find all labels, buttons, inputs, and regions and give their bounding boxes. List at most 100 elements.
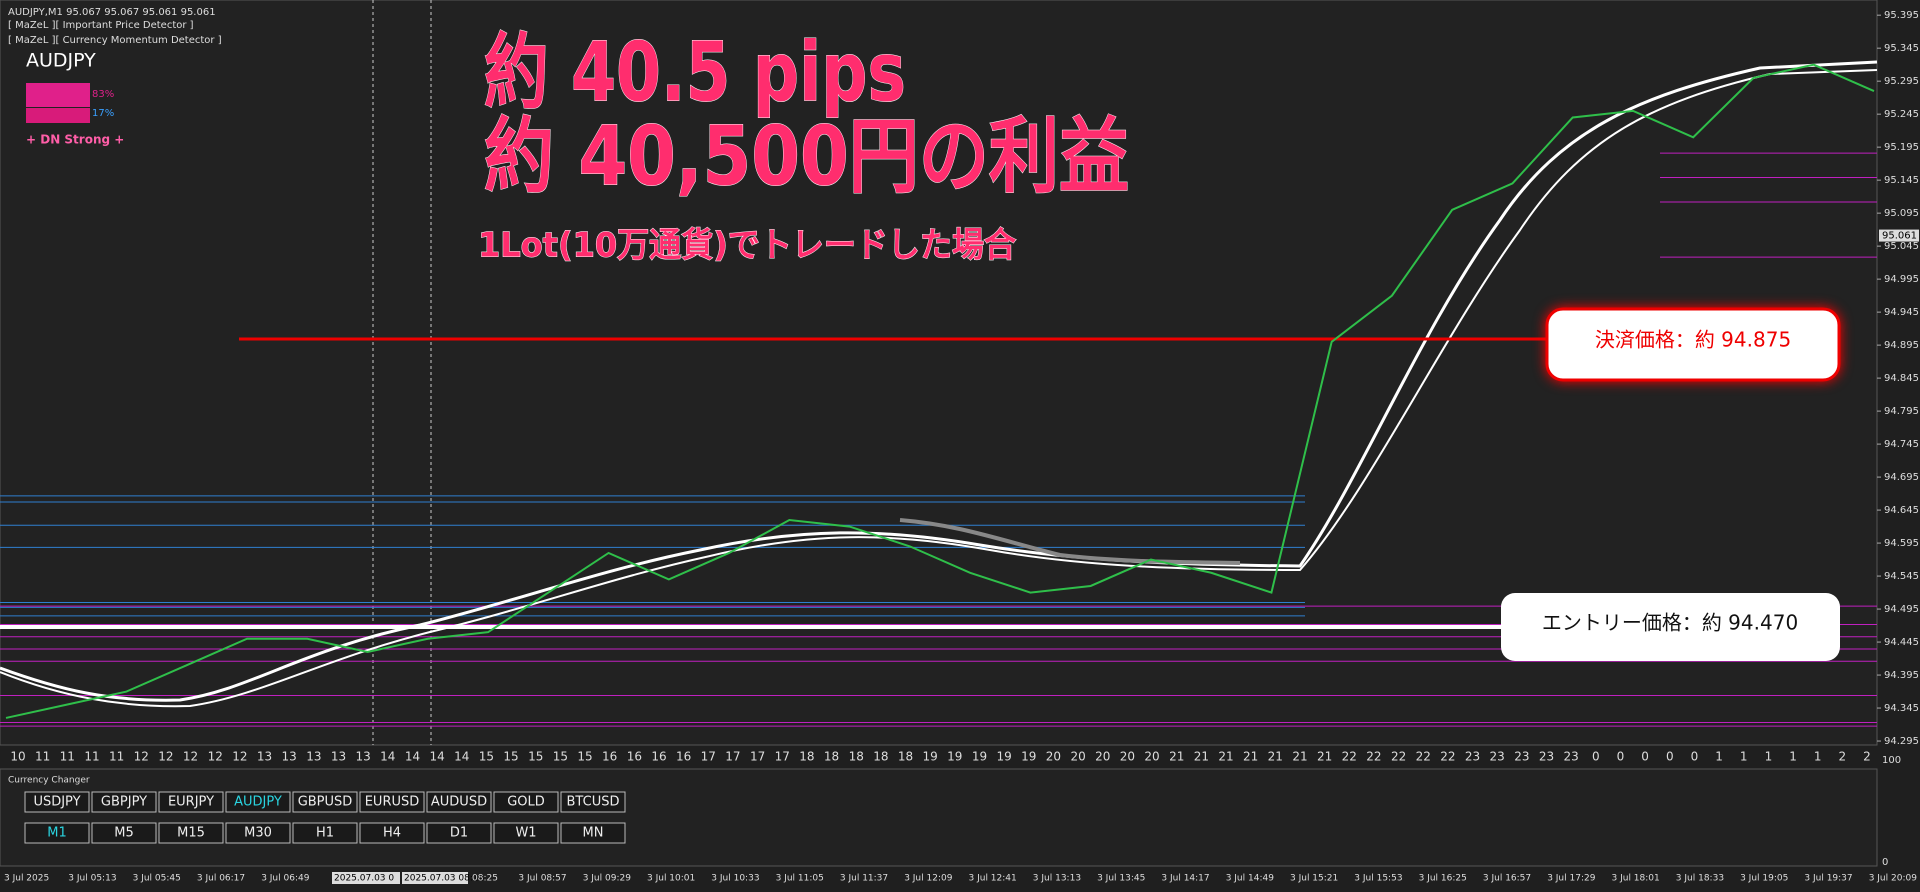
y-tick-label: 94.745: [1884, 439, 1919, 450]
button-label[interactable]: AUDUSD: [431, 795, 487, 810]
x-tick-label: 14: [405, 750, 420, 764]
x-tick-label: 20: [1095, 750, 1110, 764]
date-label: 3 Jul 16:25: [1419, 874, 1467, 884]
x-tick-label: 22: [1391, 750, 1406, 764]
x-tick-label: 11: [84, 750, 99, 764]
x-tick-label: 18: [799, 750, 814, 764]
x-tick-label: 16: [627, 750, 642, 764]
date-label: 2025.07.03 0: [334, 874, 394, 884]
button[interactable]: [493, 791, 559, 813]
button[interactable]: [359, 791, 425, 813]
x-tick-label: 20: [1120, 750, 1135, 764]
headline-note: 1Lot(10万通貨)でトレードした場合: [478, 226, 1016, 266]
x-tick-label: 12: [183, 750, 198, 764]
button-label[interactable]: W1: [515, 826, 536, 841]
y-tick-label: 94.395: [1884, 670, 1919, 681]
button-label[interactable]: H1: [316, 826, 334, 841]
date-label: 3 Jul 10:01: [647, 874, 695, 884]
current-price: 95.061: [1882, 231, 1917, 242]
x-tick-label: 2: [1839, 750, 1847, 764]
button-label[interactable]: GBPUSD: [298, 795, 353, 810]
button-label[interactable]: M1: [47, 826, 67, 841]
button[interactable]: [426, 822, 492, 844]
date-label: 3 Jul 11:05: [776, 874, 824, 884]
date-label: 3 Jul 17:29: [1547, 874, 1596, 884]
x-tick-label: 19: [996, 750, 1011, 764]
button[interactable]: [225, 822, 291, 844]
button-label[interactable]: GBPJPY: [101, 795, 147, 810]
button-label[interactable]: EURJPY: [168, 795, 214, 810]
x-tick-label: 12: [134, 750, 149, 764]
button[interactable]: [24, 791, 90, 813]
button-label[interactable]: AUDJPY: [234, 795, 282, 810]
y-tick-label: 95.395: [1884, 10, 1919, 21]
y-tick-label: 94.495: [1884, 604, 1919, 615]
date-label: 3 Jul 06:17: [197, 874, 245, 884]
button[interactable]: [158, 822, 224, 844]
button[interactable]: [560, 822, 626, 844]
exit-callout: [1545, 307, 1841, 382]
subwindow: [0, 768, 1878, 867]
x-tick-label: 22: [1416, 750, 1431, 764]
x-tick-label: 22: [1366, 750, 1381, 764]
date-label: 3 Jul 14:49: [1226, 874, 1275, 884]
symbol-line: AUDJPY,M1 95.067 95.067 95.061 95.061: [8, 7, 216, 18]
button[interactable]: [292, 822, 358, 844]
momentum-symbol: AUDJPY: [26, 50, 96, 72]
date-label: 3 Jul 18:33: [1676, 874, 1724, 884]
y-tick-label: 95.295: [1884, 76, 1919, 87]
x-tick-label: 17: [750, 750, 765, 764]
button[interactable]: [91, 822, 157, 844]
x-tick-label: 15: [503, 750, 518, 764]
y-tick-label: 95.045: [1884, 241, 1919, 252]
date-label: 3 Jul 12:41: [969, 874, 1017, 884]
date-label: 3 Jul 19:37: [1804, 874, 1852, 884]
button-label[interactable]: EURUSD: [365, 795, 420, 810]
button[interactable]: [493, 822, 559, 844]
button-label[interactable]: BTCUSD: [567, 795, 620, 810]
x-tick-label: 21: [1194, 750, 1209, 764]
button-label[interactable]: M15: [177, 826, 205, 841]
y-tick-label: 95.095: [1884, 208, 1919, 219]
button-label[interactable]: GOLD: [507, 795, 545, 810]
button[interactable]: [560, 791, 626, 813]
date-label: 3 Jul 05:45: [133, 874, 181, 884]
momentum-bars: [26, 83, 90, 123]
x-tick-label: 13: [257, 750, 272, 764]
sub-axis-label: 0: [1882, 857, 1888, 868]
button-label[interactable]: M5: [114, 826, 134, 841]
x-tick-label: 19: [947, 750, 962, 764]
exit-label: 決済価格：約 94.875: [1595, 328, 1791, 352]
button-label[interactable]: M30: [244, 826, 272, 841]
date-label: 3 Jul 09:29: [583, 874, 632, 884]
indicator-label: [ MaZeL ][ Currency Momentum Detector ]: [8, 35, 222, 46]
date-label: 3 Jul 12:09: [904, 874, 953, 884]
button[interactable]: [359, 822, 425, 844]
y-tick-label: 94.295: [1884, 736, 1919, 747]
x-tick-label: 17: [701, 750, 716, 764]
button-label[interactable]: D1: [450, 826, 468, 841]
x-tick-label: 12: [208, 750, 223, 764]
button-label[interactable]: H4: [383, 826, 401, 841]
moving-average: [0, 60, 1878, 702]
date-label: 3 Jul 14:17: [1161, 874, 1209, 884]
button[interactable]: [24, 822, 90, 844]
button[interactable]: [292, 791, 358, 813]
button[interactable]: [225, 791, 291, 813]
button[interactable]: [158, 791, 224, 813]
button[interactable]: [91, 791, 157, 813]
button-label[interactable]: MN: [583, 826, 604, 841]
x-tick-label: 15: [553, 750, 568, 764]
x-tick-label: 18: [873, 750, 888, 764]
button-label[interactable]: USDJPY: [33, 795, 80, 810]
button[interactable]: [426, 791, 492, 813]
date-label: 3 Jul 15:21: [1290, 874, 1338, 884]
x-tick-label: 0: [1592, 750, 1600, 764]
y-tick-label: 94.895: [1884, 340, 1919, 351]
x-tick-label: 19: [1021, 750, 1036, 764]
x-tick-label: 13: [331, 750, 346, 764]
price-line: [5, 63, 1875, 719]
date-label: 3 Jul 13:13: [1033, 874, 1081, 884]
